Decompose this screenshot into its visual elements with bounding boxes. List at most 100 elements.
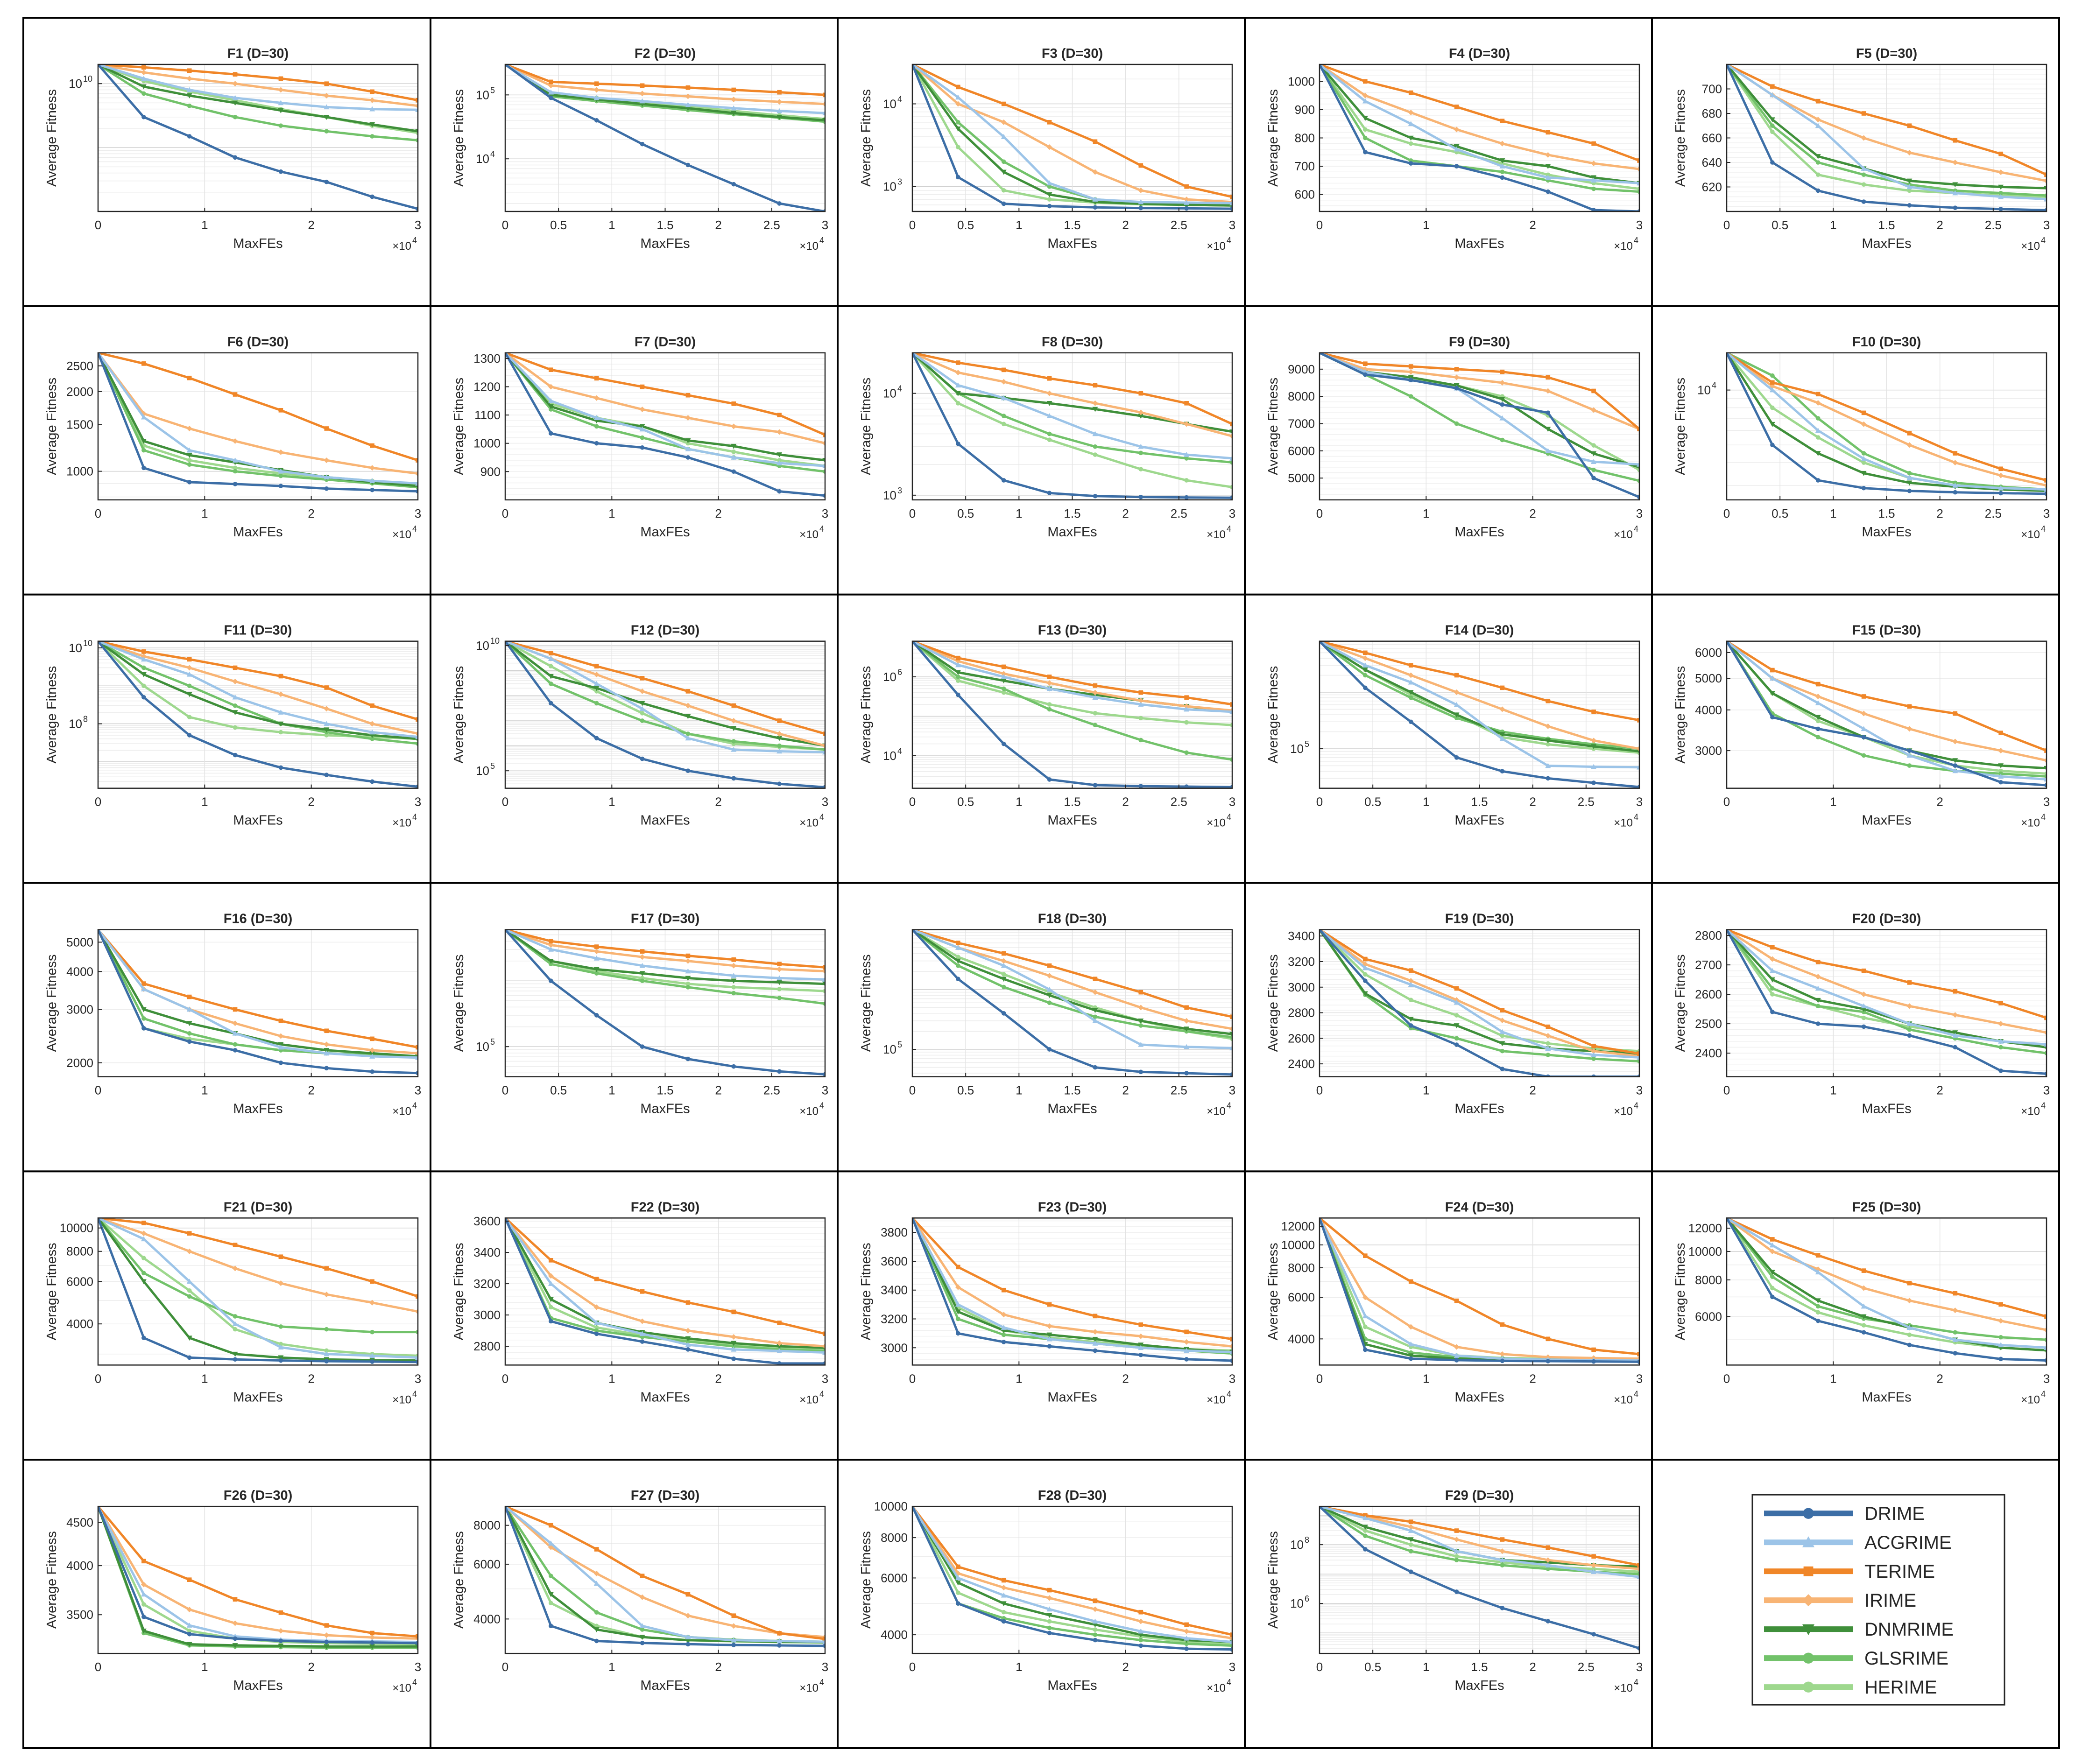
data-point <box>1408 364 1413 369</box>
data-point <box>1499 1548 1505 1554</box>
data-point <box>1770 443 1775 448</box>
data-point <box>1408 109 1414 115</box>
data-point <box>1952 190 1958 196</box>
data-point <box>594 1547 599 1552</box>
x-tick-label: 2 <box>1122 1660 1129 1674</box>
data-point <box>1546 1024 1551 1029</box>
x-tick-label: 2 <box>308 506 314 520</box>
x-tick-label: 3 <box>822 1371 828 1385</box>
data-point <box>1184 1628 1190 1634</box>
data-point <box>278 100 284 105</box>
data-point <box>593 686 600 691</box>
data-point <box>593 1581 600 1586</box>
data-point <box>1184 197 1190 203</box>
series-line-terime <box>505 1506 825 1640</box>
x-tick-label: 3 <box>1636 795 1643 809</box>
data-point <box>1998 1302 2003 1307</box>
y-tick-label: 10 <box>883 180 896 194</box>
data-point <box>369 465 375 471</box>
data-point <box>1546 130 1551 135</box>
data-point <box>956 441 960 446</box>
data-point <box>594 664 599 669</box>
x-tick-label: 1 <box>201 218 208 232</box>
data-point <box>1500 1322 1505 1327</box>
data-point <box>1092 431 1098 436</box>
y-tick-exponent: 10 <box>83 74 92 84</box>
data-point <box>1047 777 1052 782</box>
data-point <box>777 1631 782 1636</box>
data-point <box>1362 1294 1368 1300</box>
data-point <box>776 99 783 105</box>
series-line-drime <box>1320 64 1639 211</box>
data-point <box>593 967 600 972</box>
data-point <box>1092 989 1098 995</box>
y-tick-label: 3200 <box>473 1277 501 1291</box>
data-point <box>593 395 600 401</box>
data-point <box>1546 172 1551 177</box>
data-point <box>1047 204 1052 209</box>
data-point <box>1770 123 1775 128</box>
grid-lines <box>1319 929 1640 1077</box>
data-point <box>233 392 238 397</box>
data-point <box>1230 422 1232 427</box>
x-axis-label: MaxFEs <box>1454 525 1504 540</box>
x-multiplier: ×10 <box>2021 240 2040 253</box>
x-tick-label: 3 <box>1229 1371 1235 1385</box>
data-point <box>1363 1513 1368 1518</box>
data-point <box>731 957 736 962</box>
data-point <box>1229 429 1232 435</box>
data-point <box>1637 158 1639 163</box>
data-point <box>1591 186 1596 191</box>
data-point <box>1047 1000 1052 1005</box>
data-point <box>1546 1053 1551 1057</box>
data-point <box>232 1643 238 1648</box>
data-point <box>1001 977 1007 982</box>
data-point <box>1363 79 1368 84</box>
series-line-terime <box>1320 64 1639 162</box>
data-point <box>1046 973 1052 979</box>
data-point <box>1998 731 2003 735</box>
series-line-glsrime <box>912 641 1232 761</box>
x-tick-label: 1.5 <box>1878 218 1895 232</box>
data-point <box>278 1342 283 1347</box>
data-point <box>549 407 553 412</box>
data-point <box>1998 763 2004 769</box>
data-point <box>1001 951 1006 956</box>
data-point <box>639 426 645 432</box>
x-tick-label: 3 <box>415 1083 421 1097</box>
data-point <box>1907 748 1912 753</box>
data-point <box>186 1021 192 1026</box>
series-group <box>912 352 1232 500</box>
data-point <box>233 1048 238 1053</box>
data-point <box>640 1640 645 1645</box>
series-line-glsrime <box>505 641 825 751</box>
data-point <box>1998 771 2003 776</box>
data-point <box>1001 1332 1006 1337</box>
x-tick-label: 0 <box>502 1083 508 1097</box>
data-point <box>731 1637 737 1643</box>
data-point <box>955 1570 961 1576</box>
legend-label: IRIME <box>1864 1590 1916 1611</box>
x-multiplier: ×10 <box>1207 528 1226 541</box>
series-line-terime <box>505 929 825 969</box>
data-point <box>187 683 192 689</box>
data-point <box>640 756 645 761</box>
data-point <box>232 1020 238 1026</box>
data-point <box>640 1627 645 1632</box>
data-point <box>548 946 554 952</box>
data-point <box>1001 1340 1006 1344</box>
x-tick-label: 2.5 <box>1171 795 1187 809</box>
x-tick-label: 2 <box>308 1660 314 1674</box>
data-point <box>1363 361 1368 366</box>
data-point <box>731 423 737 429</box>
data-point <box>324 474 330 480</box>
data-point <box>232 457 238 463</box>
y-tick-label: 2500 <box>66 359 93 373</box>
series-line-glsrime <box>1727 352 2047 491</box>
data-point <box>232 1620 238 1626</box>
series-line-irime <box>505 64 825 105</box>
data-point <box>369 721 375 727</box>
